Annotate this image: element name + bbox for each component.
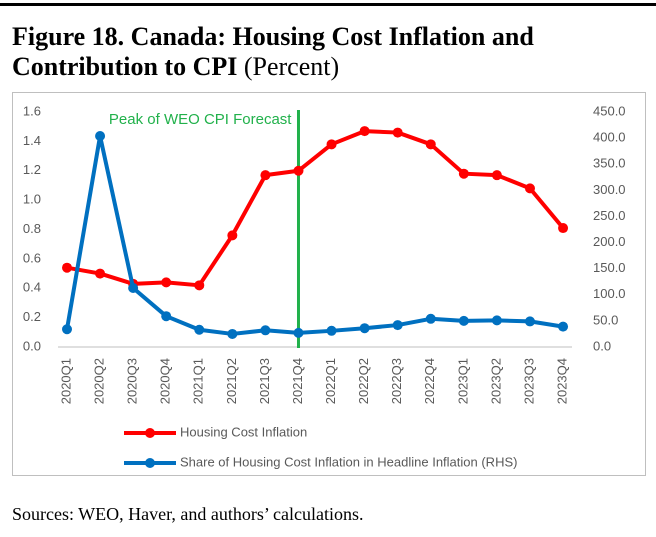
y2-tick-label: 100.0	[593, 286, 626, 301]
x-tick-label: 2023Q2	[488, 358, 503, 404]
data-point	[558, 321, 569, 332]
source-note: Sources: WEO, Haver, and authors’ calcul…	[12, 504, 364, 524]
y-tick-label: 1.2	[23, 162, 41, 177]
y2-tick-label: 50.0	[593, 312, 618, 327]
y2-tick-label: 400.0	[593, 130, 626, 145]
y-tick-label: 0.6	[23, 250, 41, 265]
x-tick-label: 2022Q3	[389, 358, 404, 404]
data-point	[227, 230, 238, 241]
data-point	[491, 315, 502, 326]
data-point	[458, 315, 469, 326]
data-point	[227, 328, 238, 339]
x-tick-label: 2021Q4	[290, 358, 305, 404]
legend-label: Share of Housing Cost Inflation in Headl…	[180, 454, 517, 469]
data-point	[95, 131, 106, 142]
data-point	[161, 311, 172, 322]
data-point	[62, 262, 72, 273]
data-point	[194, 280, 205, 291]
data-point	[392, 320, 403, 331]
data-point	[326, 139, 337, 150]
x-tick-label: 2020Q1	[58, 358, 73, 404]
data-point	[260, 325, 271, 336]
x-tick-label: 2022Q4	[422, 358, 437, 404]
data-point	[392, 127, 403, 138]
y-tick-label: 1.6	[23, 103, 41, 118]
data-point	[359, 323, 370, 334]
y2-tick-label: 350.0	[593, 156, 626, 171]
x-tick-label: 2022Q2	[356, 358, 371, 404]
x-tick-label: 2021Q3	[257, 358, 272, 404]
y2-tick-label: 200.0	[593, 234, 626, 249]
title-text: Figure 18. Canada: Housing Cost Inflatio…	[12, 22, 534, 81]
data-point	[293, 327, 304, 338]
data-point	[458, 168, 469, 179]
top-rule	[0, 3, 656, 6]
series-line	[65, 134, 564, 336]
legend-marker	[145, 428, 155, 438]
x-tick-label: 2023Q3	[521, 358, 536, 404]
x-tick-label: 2020Q3	[125, 358, 140, 404]
y2-tick-label: 450.0	[593, 103, 626, 118]
x-tick-label: 2020Q2	[92, 358, 107, 404]
y-tick-label: 0.0	[23, 338, 41, 353]
data-point	[62, 324, 72, 335]
data-point	[425, 313, 436, 324]
data-point	[524, 183, 535, 194]
data-point	[491, 170, 502, 181]
x-tick-label: 2023Q4	[554, 358, 569, 404]
x-tick-label: 2021Q2	[224, 358, 239, 404]
y-tick-label: 0.8	[23, 221, 41, 236]
data-point	[359, 126, 370, 137]
data-point	[95, 268, 106, 279]
x-tick-label: 2020Q4	[158, 358, 173, 404]
data-point	[293, 165, 304, 176]
y-tick-label: 1.0	[23, 192, 41, 207]
data-point	[194, 324, 205, 335]
y2-tick-label: 0.0	[593, 338, 611, 353]
y2-tick-label: 150.0	[593, 260, 626, 275]
subtitle: (Percent)	[243, 52, 340, 81]
y-tick-label: 0.4	[23, 280, 41, 295]
legend-marker	[145, 458, 155, 468]
data-point	[425, 139, 436, 150]
data-point	[161, 277, 172, 288]
x-tick-label: 2023Q1	[455, 358, 470, 404]
data-point	[260, 170, 271, 181]
chart-title: Figure 18. Canada: Housing Cost Inflatio…	[12, 22, 612, 82]
data-point	[128, 282, 139, 293]
y2-tick-label: 250.0	[593, 208, 626, 223]
data-point	[524, 316, 535, 327]
y-tick-label: 1.4	[23, 133, 41, 148]
data-point	[326, 325, 337, 336]
series-line	[66, 129, 565, 288]
data-point	[558, 223, 569, 234]
y2-tick-label: 300.0	[593, 182, 626, 197]
x-tick-label: 2021Q1	[191, 358, 206, 404]
chart-frame	[12, 92, 646, 476]
y-tick-label: 0.2	[23, 309, 41, 324]
legend-label: Housing Cost Inflation	[180, 424, 307, 439]
annotation-text: Peak of WEO CPI Forecast	[109, 111, 292, 128]
x-tick-label: 2022Q1	[323, 358, 338, 404]
